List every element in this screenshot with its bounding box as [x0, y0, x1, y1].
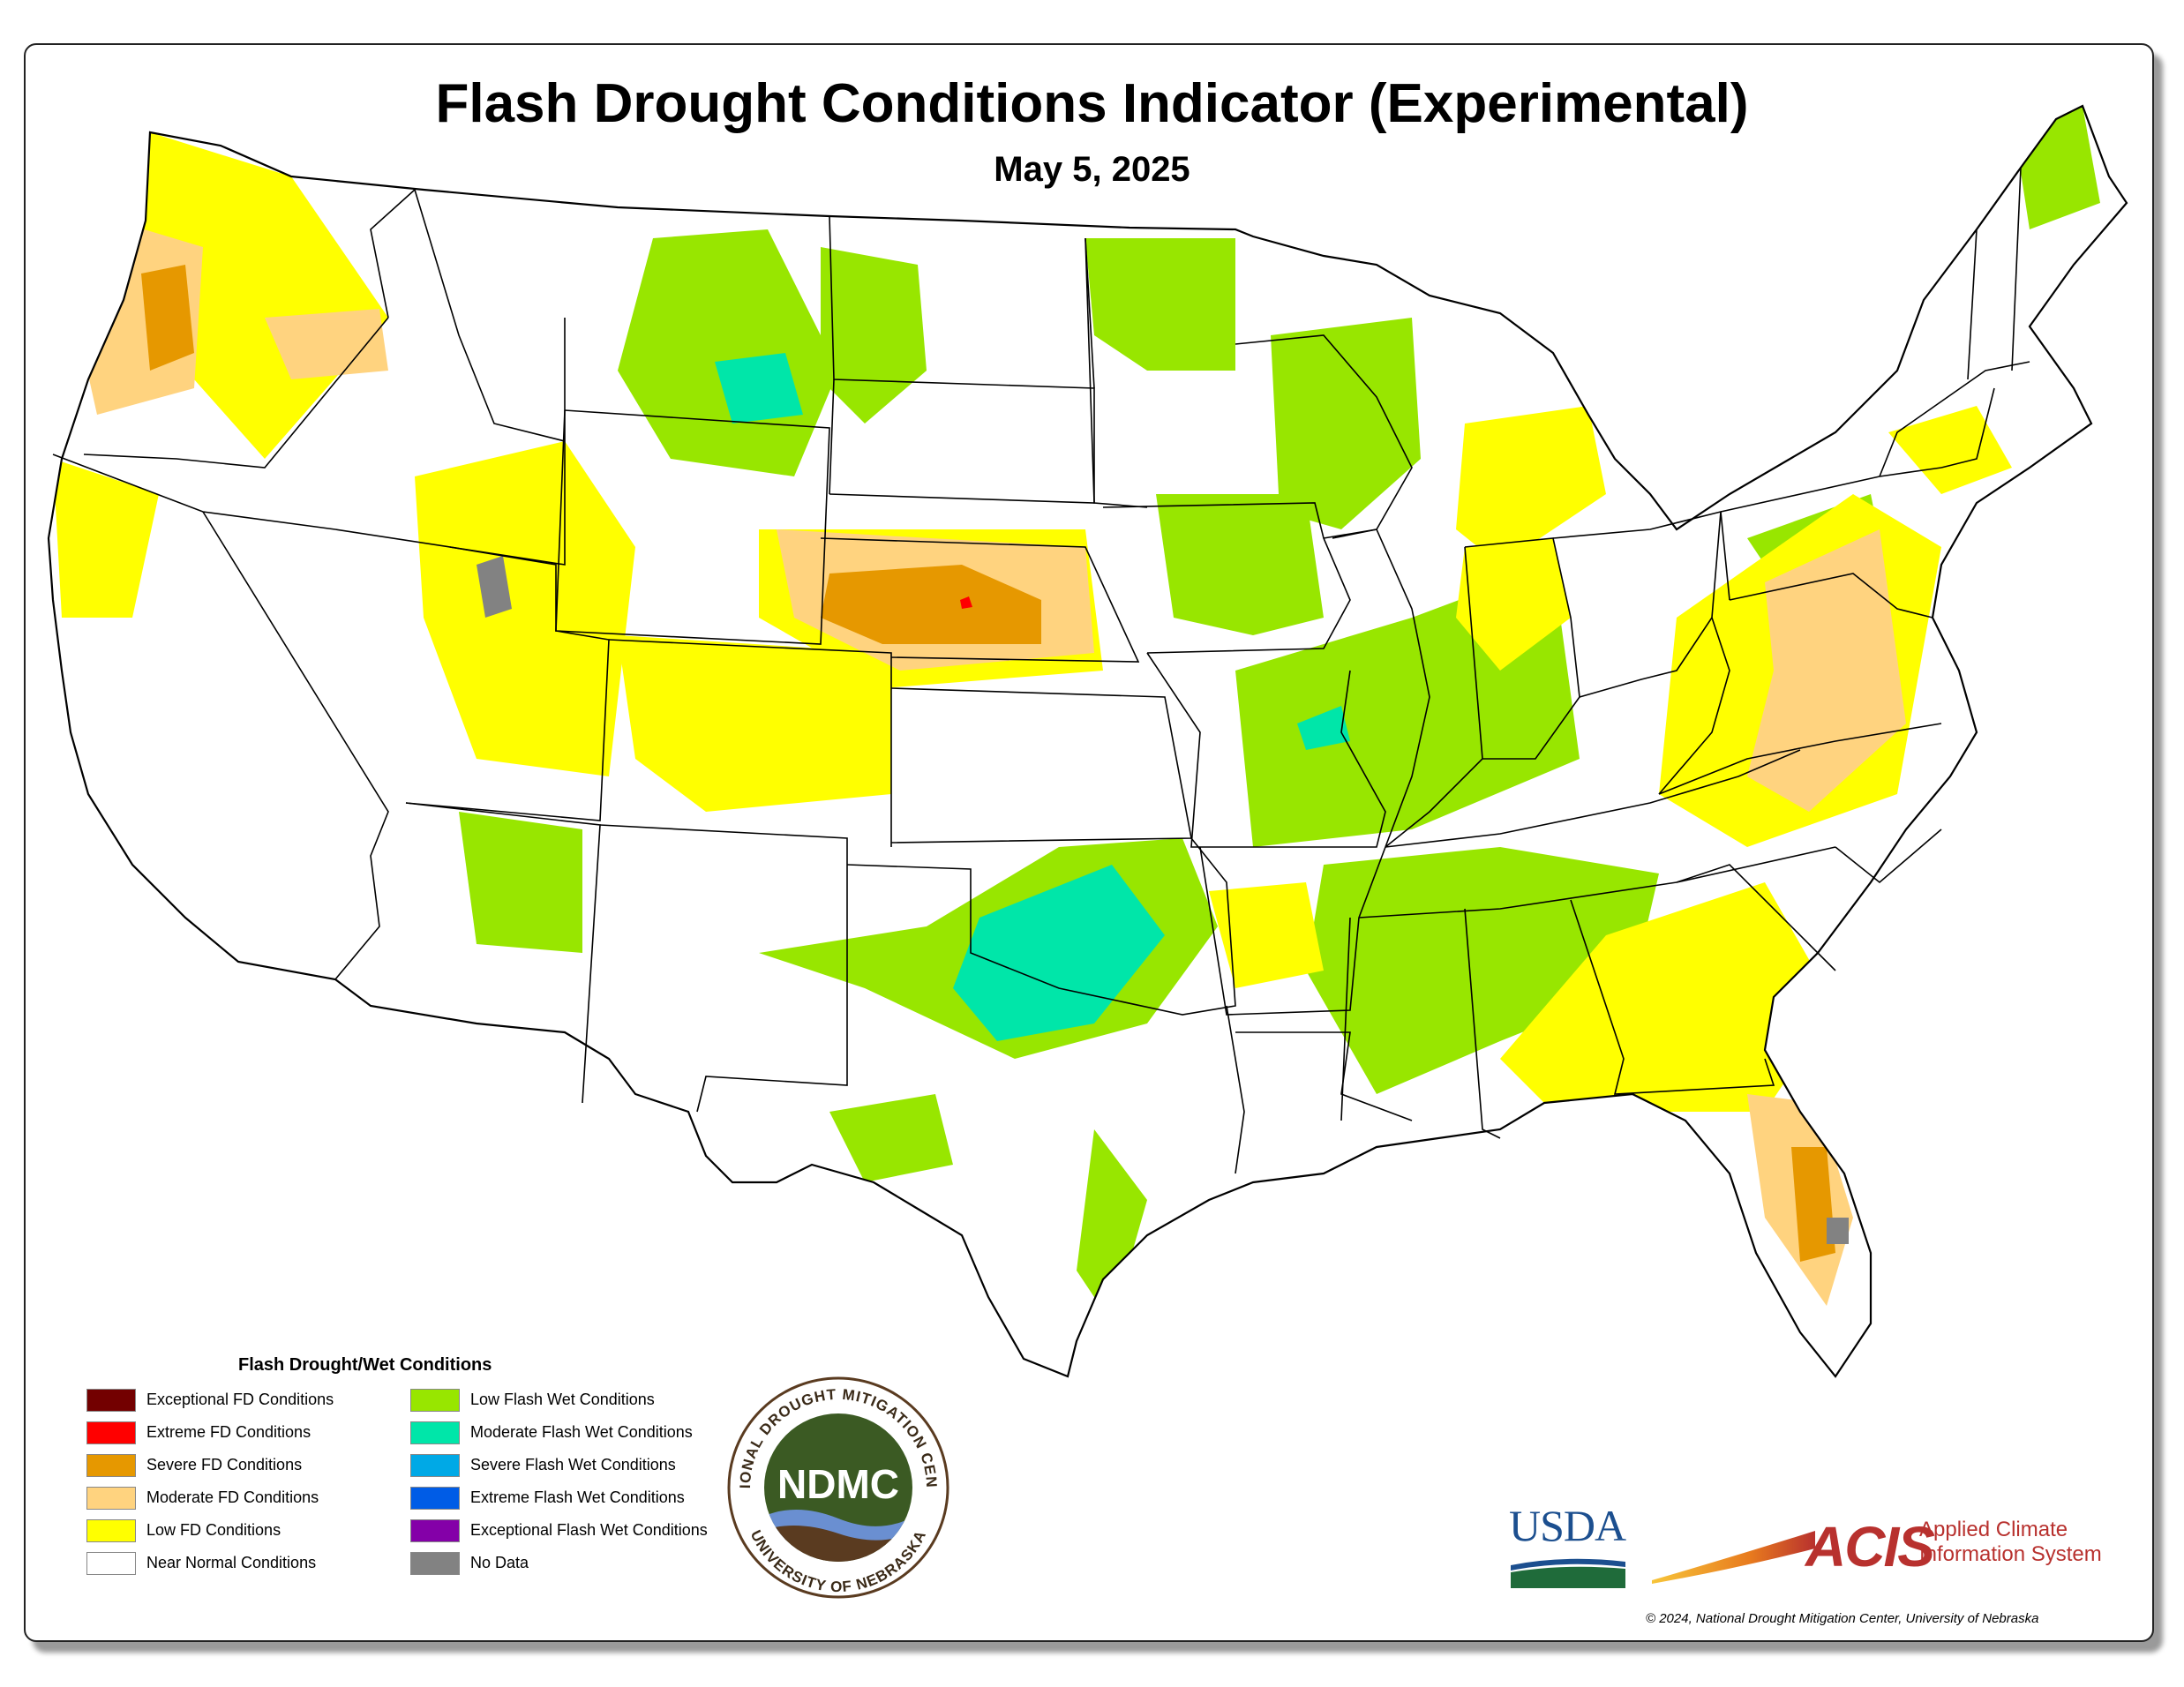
oregon-severe-fd [141, 265, 194, 371]
swatch-extreme-fd [86, 1421, 136, 1444]
swatch-exceptional-wet [410, 1518, 460, 1542]
legend-label: Low FD Conditions [146, 1521, 281, 1539]
swatch-no-data [410, 1551, 460, 1575]
legend-label: Exceptional FD Conditions [146, 1391, 334, 1408]
legend-title: Flash Drought/Wet Conditions [238, 1355, 492, 1375]
map-date: May 5, 2025 [994, 150, 1190, 189]
swatch-low-wet [410, 1388, 460, 1412]
swatch-moderate-wet [410, 1421, 460, 1444]
texas-coast-wet [1077, 1129, 1147, 1323]
map-title: Flash Drought Conditions Indicator (Expe… [435, 73, 1749, 134]
regions-layer [53, 106, 2100, 1323]
acis-subtitle: Applied Climate Information System [1919, 1518, 2102, 1567]
acis-swoosh-icon [1652, 1531, 1815, 1584]
legend-wet-column: Low Flash Wet Conditions Moderate Flash … [410, 1383, 708, 1579]
legend-label: Extreme Flash Wet Conditions [470, 1488, 685, 1506]
arkansas-low-fd [1209, 882, 1324, 988]
legend-label: No Data [470, 1554, 529, 1571]
new-york-low-fd [1888, 406, 2012, 494]
usda-wordmark: USDA [1509, 1501, 1626, 1550]
legend-label: Extreme FD Conditions [146, 1423, 311, 1441]
legend-label: Severe FD Conditions [146, 1456, 303, 1473]
legend-item-exceptional-wet: Exceptional Flash Wet Conditions [410, 1514, 708, 1547]
legend-drought-column: Exceptional FD Conditions Extreme FD Con… [86, 1383, 334, 1579]
west-texas-wet [829, 1094, 953, 1182]
legend-item-extreme-fd: Extreme FD Conditions [86, 1416, 334, 1449]
legend-item-extreme-wet: Extreme Flash Wet Conditions [410, 1481, 708, 1514]
legend-item-no-data: No Data [410, 1547, 708, 1579]
swatch-extreme-wet [410, 1486, 460, 1510]
upper-midwest-wet [1085, 238, 1235, 371]
legend-label: Moderate FD Conditions [146, 1488, 319, 1506]
swatch-exceptional-fd [86, 1388, 136, 1412]
legend-item-exceptional-fd: Exceptional FD Conditions [86, 1383, 334, 1416]
nebraska-extreme-fd [960, 596, 972, 609]
swatch-severe-fd [86, 1453, 136, 1477]
legend-label: Moderate Flash Wet Conditions [470, 1423, 693, 1441]
usda-field-icon [1511, 1558, 1625, 1588]
virginia-moderate-fd [1747, 529, 1906, 812]
legend-label: Low Flash Wet Conditions [470, 1391, 655, 1408]
wisconsin-wet [1271, 318, 1421, 529]
southeast-low-fd [1500, 882, 1835, 1112]
copyright-text: © 2024, National Drought Mitigation Cent… [1646, 1611, 2039, 1626]
acis-subtitle-line-1: Applied Climate [1919, 1518, 2068, 1541]
northern-california-low-fd [53, 459, 159, 618]
ndmc-logo: NATIONAL DROUGHT MITIGATION CENTER UNIVE… [724, 1373, 949, 1599]
legend-label: Near Normal Conditions [146, 1554, 317, 1571]
oklahoma-moderate-wet [953, 865, 1165, 1041]
montana-moderate-wet [715, 353, 803, 424]
legend-label: Exceptional Flash Wet Conditions [470, 1521, 708, 1539]
legend-item-moderate-fd: Moderate FD Conditions [86, 1481, 334, 1514]
swatch-near-normal [86, 1551, 136, 1575]
great-salt-lake-no-data [477, 556, 512, 618]
swatch-low-fd [86, 1518, 136, 1542]
swatch-severe-wet [410, 1453, 460, 1477]
legend-item-low-fd: Low FD Conditions [86, 1514, 334, 1547]
legend-item-low-wet: Low Flash Wet Conditions [410, 1383, 708, 1416]
swatch-moderate-fd [86, 1486, 136, 1510]
michigan-low-fd [1456, 406, 1606, 565]
idaho-moderate-fd [265, 309, 388, 379]
state-borders [52, 167, 2030, 1174]
acis-wordmark: ACIS [1805, 1515, 1935, 1578]
deep-south-wet [1306, 847, 1659, 1094]
ndmc-center-text: NDMC [777, 1461, 899, 1507]
florida-severe-fd [1791, 1147, 1835, 1262]
nebraska-severe-fd [821, 565, 1041, 644]
legend-item-moderate-wet: Moderate Flash Wet Conditions [410, 1416, 708, 1449]
indiana-low-fd [1456, 538, 1571, 671]
legend-item-severe-fd: Severe FD Conditions [86, 1449, 334, 1481]
lake-okeechobee-no-data [1827, 1218, 1849, 1244]
iowa-wet [1156, 494, 1324, 635]
legend-item-near-normal: Near Normal Conditions [86, 1547, 334, 1579]
legend-item-severe-wet: Severe Flash Wet Conditions [410, 1449, 708, 1481]
us-outline [47, 104, 2128, 1378]
arizona-wet [459, 812, 582, 953]
great-basin-low-fd [415, 441, 635, 776]
pacific-northwest-low-fd [124, 132, 388, 459]
legend-label: Severe Flash Wet Conditions [470, 1456, 676, 1473]
acis-subtitle-line-2: Information System [1919, 1542, 2102, 1566]
colorado-low-fd [618, 635, 891, 812]
missouri-moderate-wet [1297, 706, 1350, 750]
